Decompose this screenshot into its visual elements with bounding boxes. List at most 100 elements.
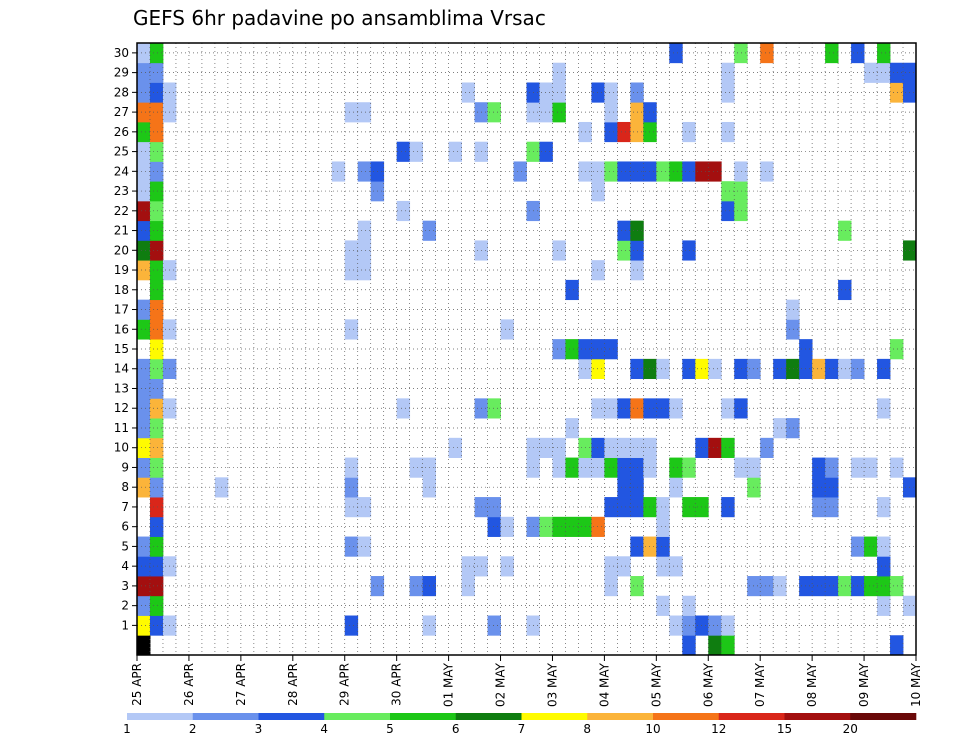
- precip-cell: [669, 161, 683, 182]
- precip-cell: [617, 220, 631, 241]
- precip-cell: [461, 576, 475, 597]
- precip-cell: [604, 82, 618, 103]
- x-tick-label: 07 MAY: [753, 662, 767, 707]
- y-tick-label: 4: [121, 559, 129, 573]
- colorbar-swatch: [587, 713, 654, 720]
- precip-cell: [721, 635, 735, 656]
- precip-cell: [149, 141, 164, 162]
- precip-cell: [396, 200, 411, 222]
- y-tick-label: 12: [114, 401, 129, 415]
- precip-cell: [734, 398, 748, 419]
- precip-cell: [825, 477, 839, 498]
- precip-cell: [604, 102, 618, 123]
- precip-cell: [591, 260, 605, 281]
- colorbar-label: 5: [386, 722, 394, 736]
- precip-cell: [137, 161, 151, 182]
- precip-cell: [552, 62, 566, 83]
- precip-cell: [604, 161, 618, 182]
- precip-cell: [149, 339, 164, 360]
- precip-cell: [552, 339, 566, 360]
- y-tick-label: 1: [121, 618, 129, 632]
- precip-cell: [877, 556, 891, 577]
- y-tick-label: 9: [121, 460, 129, 474]
- colorbar-swatch: [192, 713, 259, 720]
- precip-cell: [591, 398, 605, 419]
- precip-cell: [877, 358, 891, 380]
- precip-cell: [149, 595, 164, 616]
- precip-cell: [825, 497, 839, 518]
- precip-cell: [137, 437, 151, 458]
- precip-cell: [500, 516, 514, 537]
- precip-cell: [409, 576, 424, 597]
- precip-cell: [812, 457, 826, 478]
- precip-cell: [552, 516, 566, 537]
- precip-cell: [149, 161, 164, 182]
- precip-cell: [721, 615, 735, 636]
- precip-cell: [656, 595, 670, 616]
- precip-cell: [773, 418, 787, 439]
- colorbar-swatch: [324, 713, 391, 720]
- plot-frame: [136, 42, 917, 656]
- precip-cell: [786, 418, 800, 439]
- precip-cell: [137, 43, 151, 64]
- precip-cell: [682, 497, 696, 518]
- y-tick-label: 11: [114, 421, 129, 435]
- y-tick-label: 5: [121, 539, 129, 553]
- precip-cell: [487, 102, 501, 123]
- colorbar-swatch: [127, 713, 194, 720]
- precip-cell: [344, 536, 359, 557]
- precip-cell: [617, 477, 631, 498]
- colorbar-label: 6: [452, 722, 460, 736]
- precip-cell: [877, 43, 891, 64]
- x-tick-label: 06 MAY: [701, 662, 715, 707]
- colorbar-label: 20: [843, 722, 858, 736]
- y-tick-label: 6: [121, 520, 129, 534]
- precip-cell: [539, 102, 553, 123]
- precip-cell: [604, 339, 618, 360]
- precip-cell: [149, 378, 164, 399]
- y-tick-label: 17: [114, 303, 129, 317]
- precip-cell: [708, 358, 722, 380]
- y-tick-label: 29: [114, 66, 129, 80]
- x-tick-label: 10 MAY: [909, 662, 923, 707]
- precip-cell: [708, 437, 722, 458]
- colorbar-swatch: [258, 713, 325, 720]
- precip-cell: [734, 161, 748, 182]
- precip-cell: [137, 260, 151, 281]
- precip-cell: [137, 220, 151, 241]
- precip-cell: [864, 536, 878, 557]
- precip-cell: [591, 161, 605, 182]
- precip-cell: [604, 398, 618, 419]
- y-tick-label: 3: [121, 579, 129, 593]
- precip-cell: [682, 161, 696, 182]
- precip-cell: [149, 576, 164, 597]
- precip-cell: [137, 378, 151, 399]
- y-tick-label: 30: [114, 46, 129, 60]
- precip-cell: [513, 161, 527, 182]
- precip-cell: [409, 141, 424, 162]
- chart-title: GEFS 6hr padavine po ansamblima Vrsac: [133, 6, 546, 30]
- precip-cell: [344, 240, 359, 261]
- precip-cell: [890, 635, 904, 656]
- colorbar-label: 3: [255, 722, 263, 736]
- precip-cell: [409, 457, 424, 478]
- precip-cell: [357, 260, 372, 281]
- precip-cell: [786, 299, 800, 320]
- precip-cell: [812, 477, 826, 498]
- precip-cell: [137, 595, 151, 616]
- precip-cell: [890, 339, 904, 360]
- precip-cell: [669, 556, 683, 577]
- x-tick-label: 30 APR: [390, 663, 404, 706]
- precip-cell: [721, 181, 735, 202]
- y-tick-label: 19: [114, 263, 129, 277]
- precip-cell: [604, 556, 618, 577]
- precip-cell: [643, 497, 657, 518]
- precip-cell: [539, 516, 553, 537]
- x-tick-label: 03 MAY: [545, 662, 559, 707]
- y-tick-label: 21: [114, 224, 129, 238]
- precip-cell: [500, 319, 514, 340]
- precip-cell: [734, 43, 748, 64]
- precip-cell: [825, 43, 839, 64]
- precip-cell: [760, 161, 774, 182]
- precip-cell: [149, 62, 164, 83]
